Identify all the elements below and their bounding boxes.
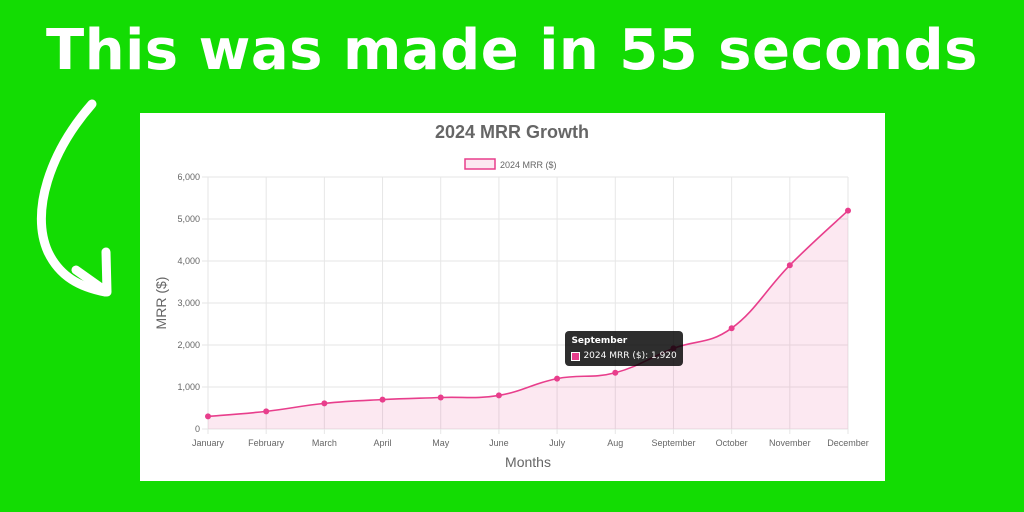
y-tick-label: 2,000	[177, 340, 200, 350]
x-tick-label: March	[312, 438, 337, 448]
y-tick-label: 4,000	[177, 256, 200, 266]
y-tick-label: 6,000	[177, 172, 200, 182]
y-tick-label: 5,000	[177, 214, 200, 224]
headline: This was made in 55 seconds	[46, 18, 978, 83]
x-tick-label: February	[248, 438, 285, 448]
data-point-january[interactable]	[205, 413, 211, 420]
x-axis: January February March April May June July Aug S…	[192, 438, 869, 448]
x-tick-label: December	[827, 438, 869, 448]
data-point-april[interactable]	[379, 396, 386, 403]
chart-grid	[202, 176, 849, 434]
x-axis-label: Months	[505, 454, 551, 470]
x-tick-label: October	[716, 438, 748, 448]
legend-label: 2024 MRR ($)	[500, 160, 557, 170]
data-point-february[interactable]	[263, 408, 270, 415]
chart-title: 2024 MRR Growth	[435, 122, 589, 142]
data-point-june[interactable]	[495, 392, 502, 399]
x-tick-label: January	[192, 438, 225, 448]
tooltip-value: 2024 MRR ($): 1,920	[583, 351, 677, 362]
curved-arrow-icon	[37, 99, 112, 297]
x-tick-label: April	[374, 438, 392, 448]
y-tick-label: 0	[195, 424, 200, 434]
data-point-march[interactable]	[321, 400, 328, 407]
data-point-october[interactable]	[728, 325, 735, 332]
data-point-aug[interactable]	[612, 369, 619, 376]
legend-swatch	[464, 158, 496, 170]
chart-card: 2024 MRR Growth 2024 MRR ($) 0 1,000 2,000…	[140, 113, 885, 481]
data-point-may[interactable]	[437, 394, 444, 401]
mrr-line-chart: 2024 MRR Growth 2024 MRR ($) 0 1,000 2,000…	[153, 122, 869, 470]
data-point-july[interactable]	[554, 375, 561, 382]
series-points	[205, 207, 851, 420]
x-tick-label: November	[769, 438, 811, 448]
data-point-december[interactable]	[845, 207, 851, 214]
tooltip-swatch	[571, 351, 581, 361]
x-tick-label: September	[651, 438, 695, 448]
series-area	[208, 210, 848, 429]
tooltip-title: September	[571, 336, 628, 347]
x-tick-label: July	[549, 438, 566, 448]
y-axis-label: MRR ($)	[153, 277, 169, 330]
y-axis: 0 1,000 2,000 3,000 4,000 5,000 6,000	[177, 172, 200, 434]
y-tick-label: 3,000	[177, 298, 200, 308]
data-point-november[interactable]	[786, 262, 793, 269]
x-tick-label: May	[432, 438, 450, 448]
chart-legend[interactable]: 2024 MRR ($)	[464, 158, 557, 170]
x-tick-label: June	[489, 438, 509, 448]
y-tick-label: 1,000	[177, 382, 200, 392]
x-tick-label: Aug	[607, 438, 623, 448]
chart-tooltip: September 2024 MRR ($): 1,920	[565, 331, 683, 367]
